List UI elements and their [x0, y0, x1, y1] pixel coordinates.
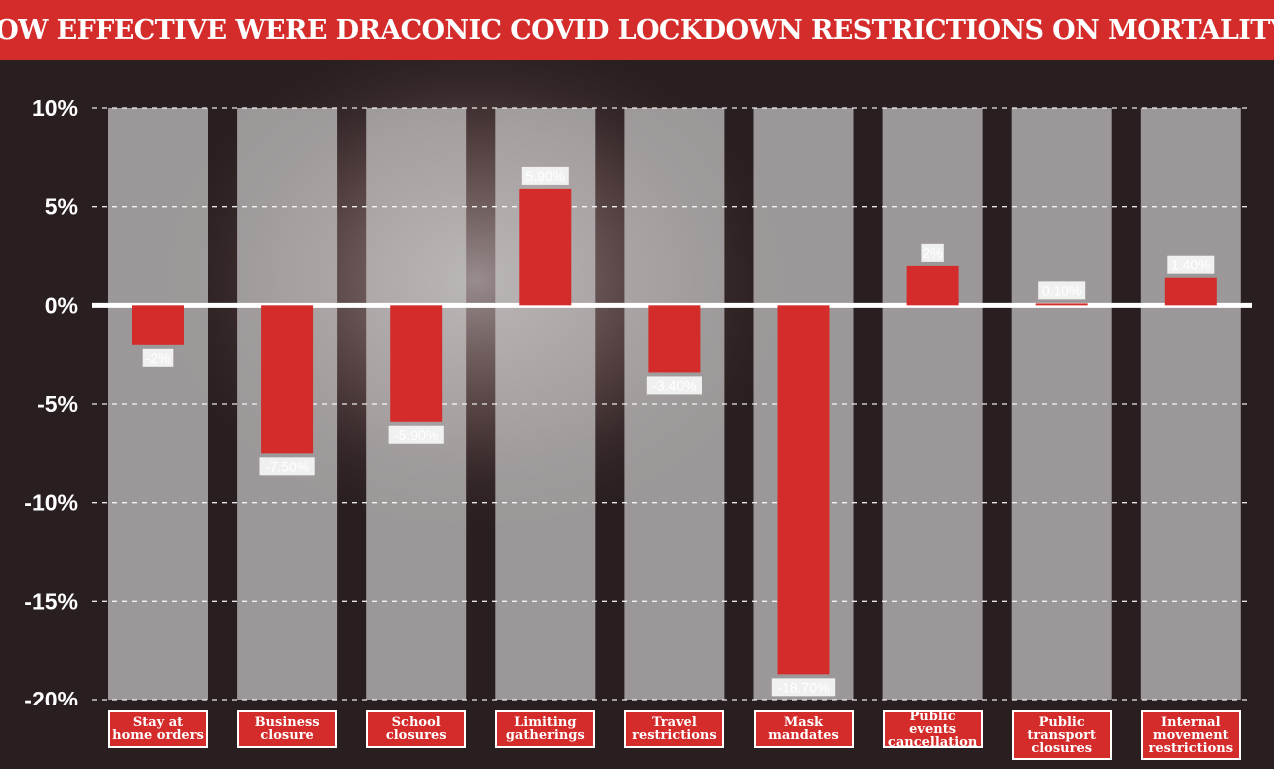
value-label-bg: [646, 376, 702, 395]
value-label-bg: [388, 425, 444, 444]
bar: [1164, 277, 1217, 306]
value-label: 2%: [922, 245, 942, 261]
value-label: -5.90%: [394, 427, 438, 443]
value-label: 5.90%: [525, 168, 565, 184]
bar: [906, 265, 959, 306]
y-tick-label: 10%: [32, 95, 78, 121]
value-label-bg: [259, 457, 315, 476]
category-label: Public transport closures: [1011, 710, 1112, 760]
category-label: Travel restrictions: [624, 710, 725, 748]
value-label: 1.40%: [1171, 257, 1211, 273]
category-label: Limiting gatherings: [495, 710, 596, 748]
bar: [261, 305, 314, 454]
y-tick-label: -15%: [24, 588, 78, 614]
bar: [519, 188, 572, 306]
category-label: School closures: [366, 710, 467, 748]
category-label: Mask mandates: [753, 710, 854, 748]
value-label: -3.40%: [652, 377, 696, 393]
y-tick-label: 0%: [45, 292, 78, 318]
value-label: -2%: [146, 350, 171, 366]
value-label: -18.70%: [777, 679, 829, 695]
value-label: 0.10%: [1042, 282, 1082, 298]
chart-title: HOW EFFECTIVE WERE DRACONIC COVID LOCKDO…: [0, 14, 1274, 46]
value-label-bg: [142, 348, 174, 367]
y-tick-label: -20%: [24, 687, 78, 705]
bar: [1035, 303, 1088, 306]
bar: [777, 305, 830, 675]
value-label-bg: [1167, 255, 1215, 274]
value-label-bg: [921, 243, 944, 262]
category-label: Public events cancellation: [882, 710, 983, 749]
bar: [390, 305, 443, 422]
bar-chart: 10% 5% 0% -5% -10% -15% -20% -2% -7.50% -5.90% 5.…: [24, 60, 1252, 705]
title-bar: HOW EFFECTIVE WERE DRACONIC COVID LOCKDO…: [0, 0, 1274, 60]
y-tick-label: 5%: [45, 194, 78, 220]
y-tick-label: -5%: [37, 391, 78, 417]
bar: [132, 305, 184, 345]
category-label: Business closure: [237, 710, 338, 748]
category-label: Stay at home orders: [108, 710, 208, 748]
value-label-bg: [1038, 281, 1086, 300]
bar: [648, 305, 701, 373]
value-label-bg: [521, 166, 569, 185]
value-label: -7.50%: [265, 458, 309, 474]
category-label: Internal movement restrictions: [1140, 710, 1241, 760]
y-tick-label: -10%: [24, 490, 78, 516]
value-label-bg: [771, 678, 836, 697]
